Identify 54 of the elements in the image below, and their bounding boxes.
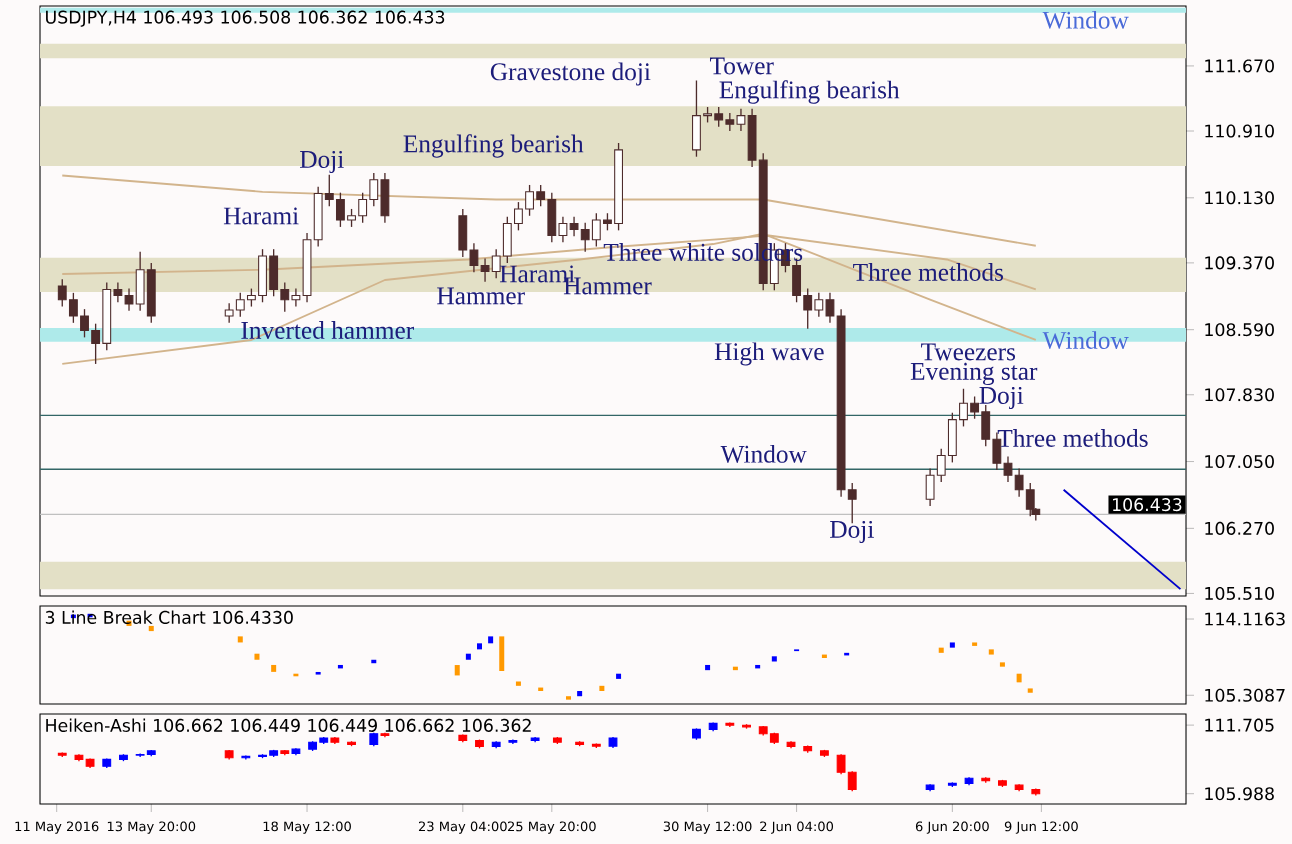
y-tick-label: 107.050 bbox=[1205, 455, 1274, 469]
bar bbox=[454, 665, 460, 676]
annotation: Engulfing bearish bbox=[719, 80, 900, 104]
band-label: Window bbox=[1042, 10, 1129, 29]
y-tick-label: 105.3087 bbox=[1205, 688, 1285, 702]
annotation: Three methods bbox=[997, 429, 1148, 447]
annotation: High wave bbox=[714, 342, 824, 366]
annotation: Evening star bbox=[910, 362, 1038, 386]
y-tick-label: 110.910 bbox=[1205, 124, 1274, 138]
y-tick-label: 111.670 bbox=[1205, 59, 1274, 73]
bar bbox=[577, 691, 583, 697]
annotation: Tweezers bbox=[921, 343, 1016, 361]
ref-line-label: 106.433 bbox=[1113, 498, 1182, 512]
bar bbox=[938, 647, 944, 653]
line-series bbox=[61, 174, 1037, 247]
y-tick-label: 106.270 bbox=[1205, 521, 1274, 535]
bar bbox=[771, 656, 777, 662]
bar bbox=[254, 653, 260, 660]
bar bbox=[599, 685, 605, 692]
bar bbox=[949, 642, 955, 648]
bar bbox=[488, 636, 494, 644]
annotation: Window bbox=[720, 445, 807, 463]
annotation: Harami bbox=[223, 207, 299, 225]
chart-title: USDJPY,H4 106.493 106.508 106.362 106.433 bbox=[46, 10, 445, 27]
y-tick-label: 108.590 bbox=[1205, 323, 1274, 337]
y-tick-label: 110.130 bbox=[1205, 191, 1274, 205]
bar bbox=[465, 653, 471, 660]
bar bbox=[271, 664, 277, 672]
bar bbox=[499, 636, 505, 672]
line-series bbox=[61, 232, 1037, 365]
annotation: Doji bbox=[979, 386, 1024, 410]
annotation: Gravestone doji bbox=[490, 62, 651, 86]
chart-title: Heiken-Ashi 106.662 106.449 106.449 106.662 106.362 bbox=[46, 718, 531, 732]
y-tick-label: 109.370 bbox=[1205, 256, 1274, 270]
annotation: Doji bbox=[299, 150, 344, 174]
bar bbox=[476, 643, 482, 650]
bar bbox=[237, 636, 243, 643]
annotation: Three methods bbox=[853, 263, 1004, 281]
annotation: Engulfing bearish bbox=[403, 134, 584, 158]
bar bbox=[148, 625, 154, 632]
annotation: Tower bbox=[710, 57, 774, 75]
bar bbox=[988, 649, 994, 655]
y-tick-label: 107.830 bbox=[1205, 388, 1274, 402]
chart-title: 3 Line Break Chart 106.4330 bbox=[45, 610, 293, 624]
y-tick-label: 105.988 bbox=[1205, 787, 1274, 801]
annotation: Hammer bbox=[437, 287, 525, 305]
annotation: Doji bbox=[830, 520, 874, 544]
bar bbox=[1016, 673, 1022, 683]
y-tick-label: 105.510 bbox=[1205, 586, 1274, 600]
y-tick-label: 114.1163 bbox=[1205, 612, 1285, 626]
bar bbox=[705, 664, 711, 671]
y-tick-label: 111.705 bbox=[1205, 718, 1274, 732]
bar bbox=[616, 673, 622, 679]
annotation: Inverted hammer bbox=[241, 321, 414, 339]
